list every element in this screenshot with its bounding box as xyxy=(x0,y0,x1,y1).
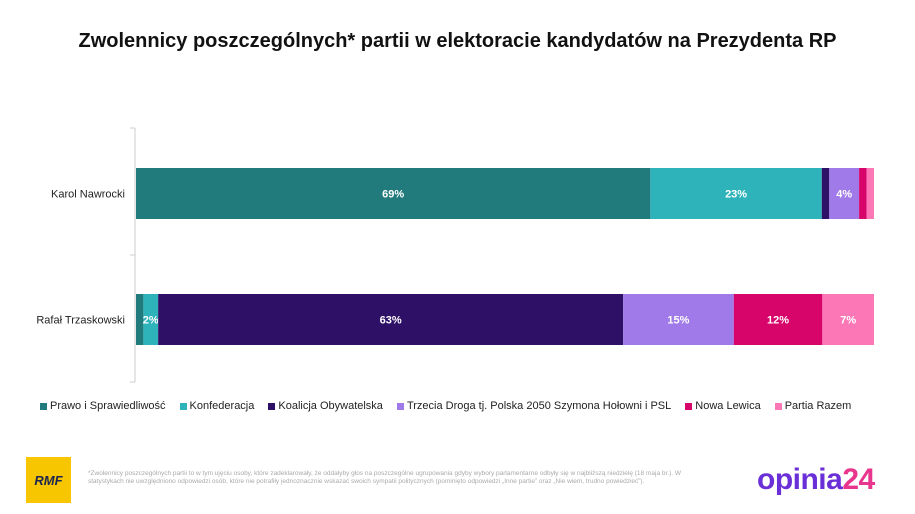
legend-swatch xyxy=(40,402,47,410)
bar-segment xyxy=(158,294,624,345)
data-label: 2% xyxy=(143,315,159,327)
legend-label: Prawo i Sprawiedliwość xyxy=(50,400,166,412)
opinia-logo-number: 24 xyxy=(842,463,875,496)
legend-swatch xyxy=(774,402,782,410)
legend: Prawo i Sprawiedliwość Konfederacja Koalic… xyxy=(40,400,851,412)
opinia24-logo: opinia24 xyxy=(757,463,875,497)
data-label: 69% xyxy=(382,189,404,201)
bar-segment xyxy=(136,168,651,219)
legend-swatch xyxy=(268,402,276,410)
legend-label: Koalicja Obywatelska xyxy=(278,400,383,412)
legend-label: Trzecia Droga tj. Polska 2050 Szymona Ho… xyxy=(406,400,672,412)
data-label: 63% xyxy=(380,315,402,327)
footnote: *Zwolennicy poszczególnych partii to w t… xyxy=(88,470,682,485)
legend-item: Koalicja Obywatelska xyxy=(268,400,383,412)
bar-segment xyxy=(829,168,860,219)
bar-segment xyxy=(733,294,823,345)
legend-label: Konfederacja xyxy=(189,400,255,412)
chart-title: Zwolennicy poszczególnych* partii w elek… xyxy=(78,30,837,52)
legend-item: Konfederacja xyxy=(179,400,255,412)
bar-segment xyxy=(866,168,874,219)
bar-segment xyxy=(822,294,874,345)
data-label: 7% xyxy=(840,315,856,327)
legend-label: Partia Razem xyxy=(784,400,852,412)
data-label: 12% xyxy=(767,315,789,327)
bar-segment xyxy=(859,168,867,219)
legend-swatch xyxy=(685,402,693,410)
legend-label: Nowa Lewica xyxy=(695,400,761,412)
category-label: Karol Nawrocki xyxy=(51,189,125,201)
data-label: 23% xyxy=(725,189,747,201)
bar-segment xyxy=(650,168,822,219)
legend-swatch xyxy=(179,402,187,410)
data-label: 4% xyxy=(836,189,852,201)
bar-segment xyxy=(821,168,830,219)
legend-item: Prawo i Sprawiedliwość xyxy=(40,400,166,412)
bar-segment xyxy=(136,294,144,345)
opinia-logo-text: opinia xyxy=(757,463,843,496)
rmf-logo: RMF xyxy=(26,457,71,503)
category-label: Rafał Trzaskowski xyxy=(36,315,125,327)
legend-item: Nowa Lewica xyxy=(685,400,761,412)
legend-swatch xyxy=(396,402,404,410)
legend-item: Partia Razem xyxy=(774,400,852,412)
data-label: 15% xyxy=(667,315,689,327)
bar-segment xyxy=(623,294,734,345)
legend-item: Trzecia Droga tj. Polska 2050 Szymona Ho… xyxy=(396,400,672,412)
stacked-bar-chart: Karol Nawrocki 69% 23% 4% Rafał Trzaskowski 2… xyxy=(36,127,874,383)
bar-segment xyxy=(143,294,159,345)
